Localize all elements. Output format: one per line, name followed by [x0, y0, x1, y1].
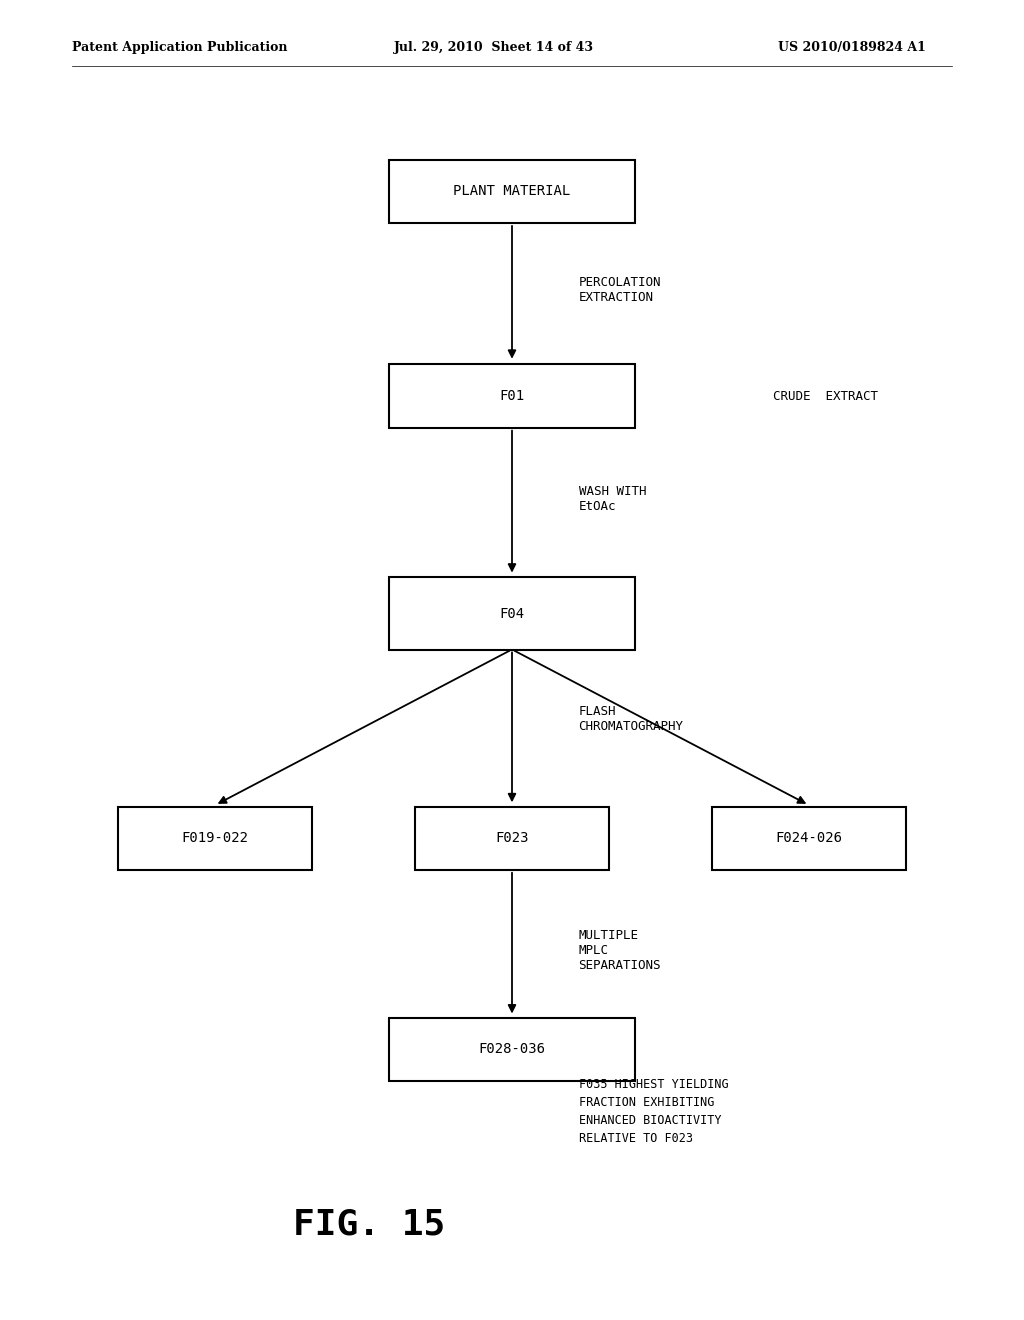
Bar: [389, 1018, 635, 1081]
Text: MULTIPLE
MPLC
SEPARATIONS: MULTIPLE MPLC SEPARATIONS: [579, 929, 662, 972]
Text: F023: F023: [496, 832, 528, 845]
Text: F024-026: F024-026: [775, 832, 843, 845]
Text: F01: F01: [500, 389, 524, 403]
Bar: [389, 364, 635, 428]
Bar: [712, 807, 906, 870]
Text: WASH WITH
EtOAc: WASH WITH EtOAc: [579, 484, 646, 513]
Text: F035 HIGHEST YIELDING
FRACTION EXHIBITING
ENHANCED BIOACTIVITY
RELATIVE TO F023: F035 HIGHEST YIELDING FRACTION EXHIBITIN…: [579, 1078, 728, 1144]
Text: FLASH
CHROMATOGRAPHY: FLASH CHROMATOGRAPHY: [579, 705, 684, 734]
Text: F028-036: F028-036: [478, 1043, 546, 1056]
Text: FIG. 15: FIG. 15: [293, 1208, 444, 1242]
Text: Patent Application Publication: Patent Application Publication: [72, 41, 287, 54]
Bar: [389, 160, 635, 223]
Text: PLANT MATERIAL: PLANT MATERIAL: [454, 185, 570, 198]
Bar: [389, 577, 635, 649]
Text: PERCOLATION
EXTRACTION: PERCOLATION EXTRACTION: [579, 276, 662, 305]
Text: F04: F04: [500, 607, 524, 620]
Text: Jul. 29, 2010  Sheet 14 of 43: Jul. 29, 2010 Sheet 14 of 43: [394, 41, 594, 54]
Bar: [415, 807, 609, 870]
Text: US 2010/0189824 A1: US 2010/0189824 A1: [778, 41, 926, 54]
Text: F019-022: F019-022: [181, 832, 249, 845]
Bar: [118, 807, 312, 870]
Text: CRUDE  EXTRACT: CRUDE EXTRACT: [773, 389, 879, 403]
